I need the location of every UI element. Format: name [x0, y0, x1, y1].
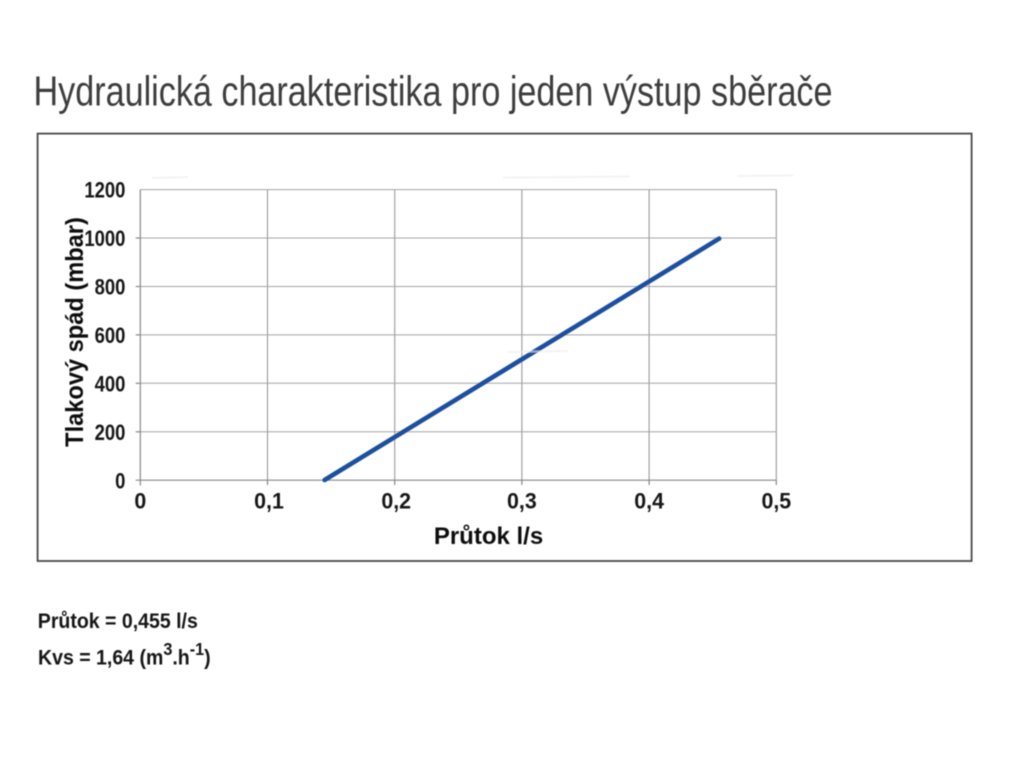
- svg-text:Tlakový spád (mbar): Tlakový spád (mbar): [62, 217, 90, 447]
- svg-text:0: 0: [115, 469, 125, 494]
- svg-text:0,3: 0,3: [507, 488, 537, 514]
- svg-text:0: 0: [134, 488, 146, 514]
- svg-text:0,1: 0,1: [254, 488, 284, 514]
- svg-text:1200: 1200: [84, 178, 125, 203]
- svg-text:600: 600: [95, 323, 126, 348]
- svg-text:200: 200: [95, 420, 126, 445]
- svg-text:1000: 1000: [84, 226, 125, 251]
- svg-text:Průtok = 0,455 l/s: Průtok = 0,455 l/s: [38, 610, 198, 633]
- svg-text:Hydraulická charakteristika pr: Hydraulická charakteristika pro jeden vý…: [34, 67, 833, 114]
- svg-text:Kvs = 1,64 (m3.h-1): Kvs = 1,64 (m3.h-1): [38, 639, 211, 669]
- svg-text:0,2: 0,2: [381, 488, 411, 514]
- svg-text:0,5: 0,5: [761, 488, 791, 514]
- svg-text:Průtok l/s: Průtok l/s: [434, 523, 543, 550]
- svg-text:0,4: 0,4: [634, 488, 664, 514]
- svg-text:400: 400: [95, 372, 126, 397]
- svg-text:800: 800: [95, 275, 126, 300]
